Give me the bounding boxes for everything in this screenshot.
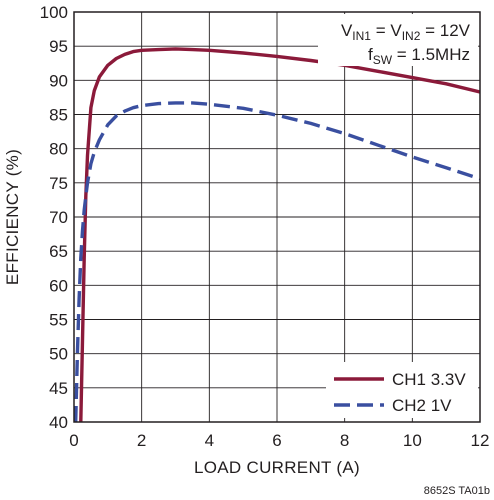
y-tick-label: 55 <box>49 311 68 330</box>
annotation-background <box>318 14 478 66</box>
annotation-fsw: fSW = 1.5MHz <box>368 45 470 67</box>
legend-label-ch2: CH2 1V <box>392 396 452 415</box>
series-line-ch2 <box>74 101 481 423</box>
legend: CH1 3.3V CH2 1V <box>326 362 478 418</box>
grid-lines <box>74 12 480 422</box>
y-tick-label: 90 <box>49 71 68 90</box>
x-tick-label: 6 <box>272 431 281 450</box>
conditions-annotation: VIN1 = VIN2 = 12V fSW = 1.5MHz <box>318 14 478 67</box>
y-tick-label: 80 <box>49 140 68 159</box>
y-tick-label: 100 <box>40 3 68 22</box>
y-tick-label: 70 <box>49 208 68 227</box>
x-tick-label: 4 <box>205 431 214 450</box>
legend-background <box>326 362 478 418</box>
y-tick-label: 65 <box>49 242 68 261</box>
x-tick-label: 0 <box>69 431 78 450</box>
figure-id: 8652S TA01b <box>424 485 490 497</box>
x-axis-title: LOAD CURRENT (A) <box>194 458 360 477</box>
x-tick-labels: 0 2 4 6 8 10 12 <box>69 431 489 450</box>
legend-label-ch1: CH1 3.3V <box>392 370 466 389</box>
x-tick-label: 10 <box>403 431 422 450</box>
y-tick-label: 60 <box>49 276 68 295</box>
x-tick-label: 12 <box>471 431 490 450</box>
y-tick-label: 40 <box>49 413 68 432</box>
annotation-vin: VIN1 = VIN2 = 12V <box>341 21 471 43</box>
y-tick-label: 50 <box>49 345 68 364</box>
y-axis-title: EFFICIENCY (%) <box>3 149 22 285</box>
y-tick-label: 75 <box>49 174 68 193</box>
y-tick-label: 45 <box>49 379 68 398</box>
y-tick-labels: 40 45 50 55 60 65 70 75 80 85 90 95 100 <box>40 3 68 432</box>
y-tick-label: 95 <box>49 37 68 56</box>
plot-frame <box>73 11 481 423</box>
x-tick-label: 8 <box>340 431 349 450</box>
y-tick-label: 85 <box>49 106 68 125</box>
x-tick-label: 2 <box>137 431 146 450</box>
